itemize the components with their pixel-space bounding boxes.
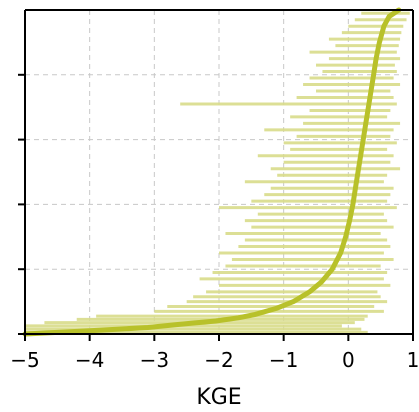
x-axis-label: KGE <box>196 385 241 410</box>
median-line <box>22 7 402 337</box>
x-tick-label: −4 <box>75 348 104 372</box>
x-tick-label: 0 <box>342 348 355 372</box>
x-tick-label: −2 <box>204 348 233 372</box>
x-tick-label: −3 <box>140 348 169 372</box>
x-tick-label: −5 <box>10 348 39 372</box>
x-tick-label: 1 <box>407 348 419 372</box>
x-tick-label: −1 <box>269 348 298 372</box>
x-ticks: −5 −4 −3 −2 −1 0 1 <box>10 334 419 372</box>
range-bars <box>25 11 410 334</box>
y-ticks <box>18 73 25 335</box>
median-curve <box>22 7 402 337</box>
